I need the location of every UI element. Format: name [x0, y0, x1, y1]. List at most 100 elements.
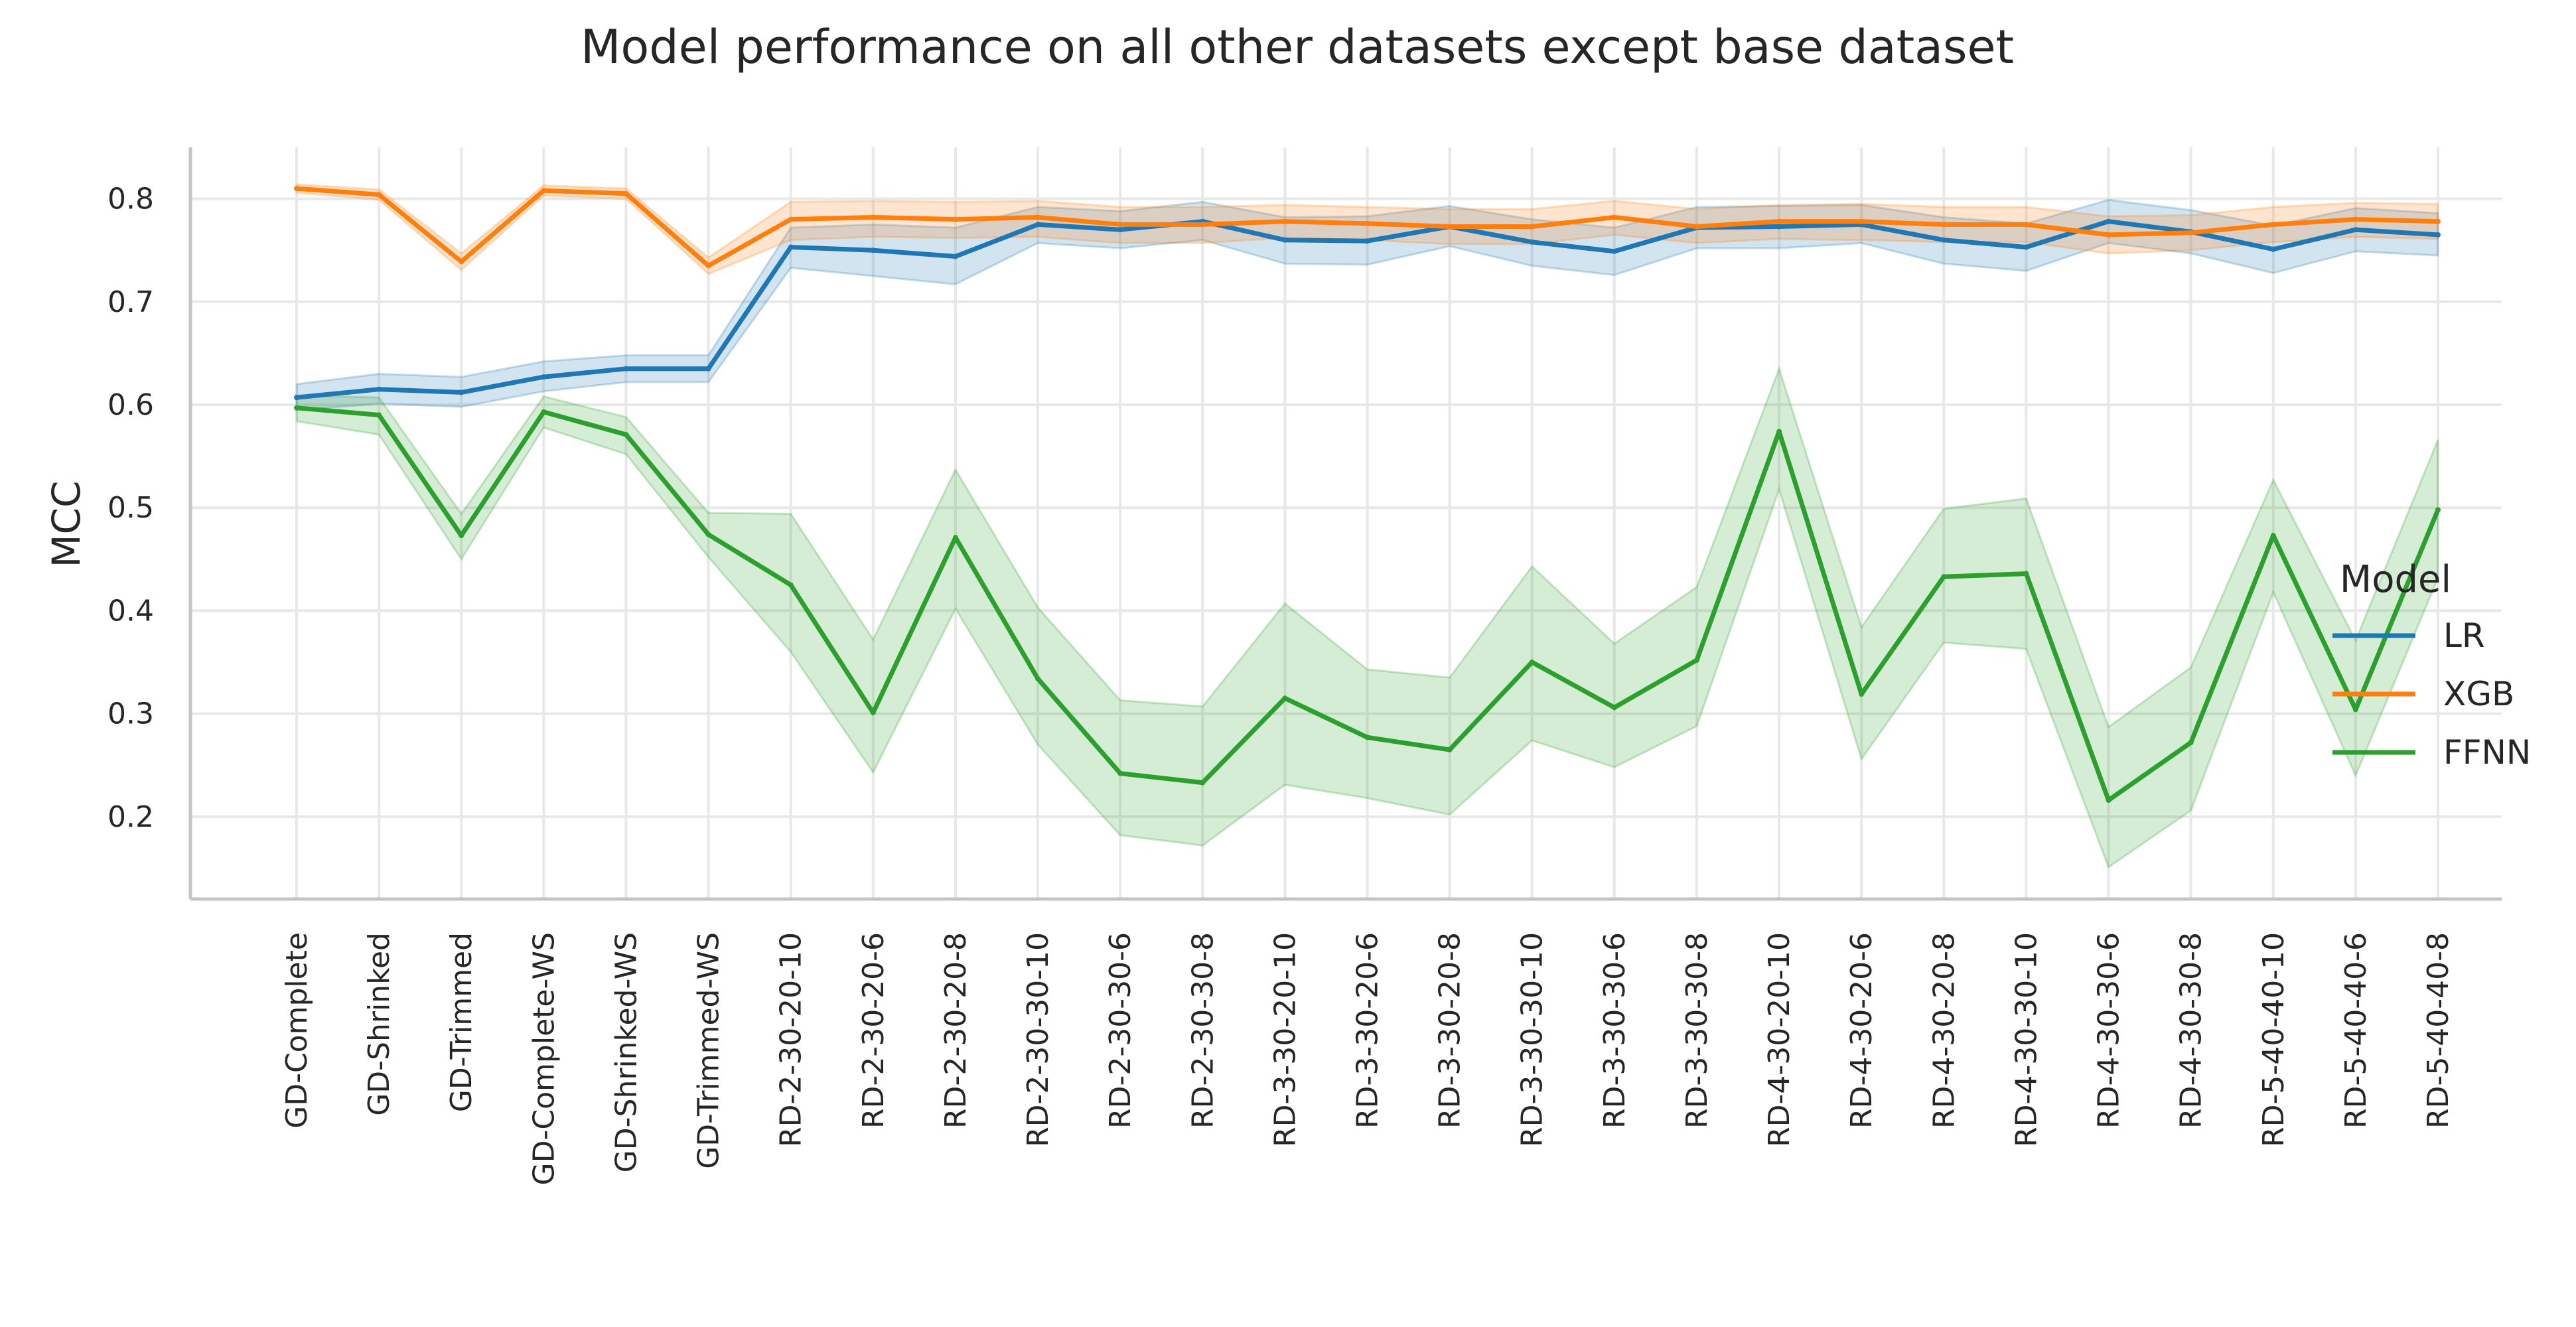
point-ffnn-4: [623, 432, 629, 438]
point-ffnn-7: [870, 710, 876, 716]
point-ffnn-0: [294, 405, 299, 411]
point-lr-10: [1117, 227, 1123, 233]
point-xgb-19: [1859, 218, 1865, 224]
point-xgb-15: [1529, 224, 1535, 230]
x-tick-label-6: RD-2-30-20-10: [774, 932, 808, 1147]
point-ffnn-15: [1529, 660, 1535, 665]
point-lr-9: [1035, 222, 1041, 228]
x-tick-label-22: RD-4-30-30-6: [2092, 932, 2126, 1129]
y-tick-label-1: 0.3: [107, 697, 154, 731]
point-ffnn-2: [459, 533, 465, 539]
y-tick-label-2: 0.4: [107, 594, 154, 628]
point-xgb-8: [952, 216, 958, 222]
point-xgb-6: [788, 216, 794, 222]
legend-label-lr: LR: [2443, 616, 2485, 655]
point-lr-22: [2106, 218, 2111, 224]
point-xgb-20: [1941, 222, 1947, 228]
point-ffnn-17: [1693, 657, 1699, 663]
point-lr-7: [870, 247, 876, 253]
x-tick-label-17: RD-3-30-30-8: [1680, 932, 1714, 1129]
x-tick-label-19: RD-4-30-20-6: [1845, 932, 1879, 1129]
legend-label-ffnn: FFNN: [2443, 733, 2531, 772]
point-ffnn-22: [2106, 798, 2111, 803]
y-tick-label-6: 0.8: [107, 182, 154, 216]
x-tick-label-15: RD-3-30-30-10: [1516, 932, 1549, 1147]
point-xgb-0: [294, 186, 299, 192]
y-tick-label-4: 0.6: [107, 388, 154, 422]
legend-title: Model: [2340, 558, 2451, 601]
point-ffnn-8: [952, 535, 958, 541]
point-xgb-25: [2352, 216, 2358, 222]
point-lr-2: [459, 389, 465, 395]
point-xgb-12: [1282, 218, 1288, 224]
point-ffnn-23: [2188, 740, 2194, 746]
x-tick-label-21: RD-4-30-30-10: [2009, 932, 2043, 1147]
confidence-bands: [295, 183, 2439, 869]
x-tick-label-0: GD-Complete: [280, 932, 314, 1129]
point-lr-6: [788, 244, 794, 250]
point-lr-24: [2270, 246, 2276, 252]
point-lr-3: [541, 374, 547, 380]
x-tick-label-3: GD-Complete-WS: [527, 932, 561, 1185]
point-lr-18: [1776, 224, 1782, 230]
point-xgb-7: [870, 214, 876, 220]
x-tick-label-8: RD-2-30-20-8: [939, 932, 973, 1129]
point-ffnn-18: [1776, 429, 1782, 435]
point-ffnn-14: [1447, 746, 1453, 752]
point-lr-12: [1282, 237, 1288, 243]
y-axis-label: MCC: [44, 480, 89, 567]
point-ffnn-25: [2352, 707, 2358, 713]
point-xgb-1: [376, 192, 382, 198]
point-ffnn-1: [376, 412, 382, 418]
x-tick-label-10: RD-2-30-30-6: [1104, 932, 1137, 1129]
point-xgb-21: [2023, 222, 2029, 228]
point-xgb-4: [623, 190, 629, 196]
point-lr-5: [705, 366, 711, 372]
point-xgb-14: [1447, 224, 1453, 230]
point-lr-15: [1529, 239, 1535, 245]
x-tick-labels: GD-Complete GD-Shrinked GD-Trimmed GD-Compl…: [280, 932, 2455, 1185]
x-tick-label-18: RD-4-30-20-10: [1762, 932, 1796, 1147]
x-tick-label-20: RD-4-30-20-8: [1927, 932, 1961, 1129]
point-xgb-18: [1776, 218, 1782, 224]
point-xgb-9: [1035, 214, 1041, 220]
point-xgb-11: [1200, 222, 1206, 228]
x-tick-label-23: RD-4-30-30-8: [2175, 932, 2208, 1129]
point-lr-4: [623, 366, 629, 372]
x-tick-label-24: RD-5-40-40-10: [2257, 932, 2291, 1147]
point-ffnn-10: [1117, 770, 1123, 776]
point-ffnn-24: [2270, 533, 2276, 539]
point-xgb-24: [2270, 222, 2276, 228]
x-tick-label-26: RD-5-40-40-8: [2421, 932, 2455, 1129]
x-tick-label-12: RD-3-30-20-10: [1268, 932, 1302, 1147]
point-xgb-2: [459, 259, 465, 265]
point-ffnn-21: [2023, 571, 2029, 577]
y-tick-labels: 0.2 0.3 0.4 0.5 0.6 0.7 0.8: [107, 182, 154, 834]
point-ffnn-11: [1200, 780, 1206, 786]
point-lr-21: [2023, 244, 2029, 250]
x-tick-label-7: RD-2-30-20-6: [857, 932, 891, 1129]
point-lr-8: [952, 253, 958, 259]
x-tick-label-13: RD-3-30-20-6: [1351, 932, 1385, 1129]
point-xgb-23: [2188, 230, 2194, 236]
point-ffnn-26: [2435, 507, 2441, 513]
point-lr-0: [294, 395, 299, 401]
x-tick-label-1: GD-Shrinked: [362, 932, 396, 1116]
point-ffnn-3: [541, 409, 547, 415]
point-ffnn-6: [788, 582, 794, 588]
series-lines: [294, 186, 2441, 803]
x-tick-label-16: RD-3-30-30-6: [1598, 932, 1632, 1129]
point-xgb-16: [1611, 214, 1617, 220]
band-lr: [295, 198, 2439, 411]
point-ffnn-9: [1035, 675, 1041, 681]
band-xgb: [295, 183, 2439, 275]
x-tick-label-11: RD-2-30-30-8: [1186, 932, 1220, 1129]
point-lr-1: [376, 386, 382, 392]
legend-label-xgb: XGB: [2443, 675, 2514, 713]
point-ffnn-20: [1941, 574, 1947, 580]
point-lr-26: [2435, 232, 2441, 238]
point-xgb-17: [1693, 224, 1699, 230]
x-tick-label-14: RD-3-30-20-8: [1433, 932, 1467, 1129]
axes: [188, 147, 2502, 901]
